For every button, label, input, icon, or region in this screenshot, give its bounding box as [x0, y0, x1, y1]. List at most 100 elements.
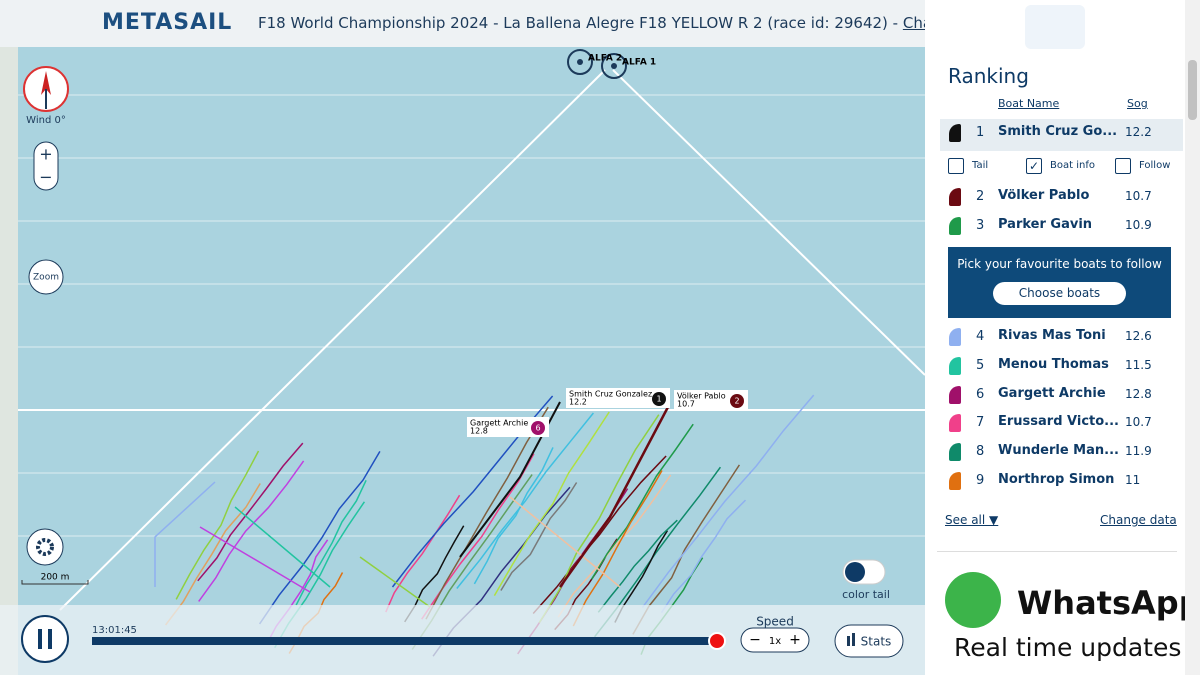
- race-name: F18 World Championship 2024 - La Ballena…: [258, 14, 899, 32]
- checkbox-label: Follow: [1139, 160, 1171, 171]
- pause-button[interactable]: [21, 615, 69, 663]
- boat-label-speed: 12.2: [569, 398, 587, 407]
- boat-track: [538, 414, 660, 623]
- zoom-button[interactable]: [28, 259, 64, 295]
- boat-track: [197, 442, 304, 582]
- scale-label: 200 m: [41, 573, 70, 583]
- boat-sog: 12.6: [1125, 329, 1152, 343]
- boat-icon: [949, 472, 961, 490]
- divider: [937, 551, 1177, 552]
- mark-dot: [611, 63, 617, 69]
- brand: METASAIL: [102, 10, 233, 35]
- boat-icon: [949, 328, 961, 346]
- speed-plus[interactable]: +: [789, 632, 801, 648]
- race-title: F18 World Championship 2024 - La Ballena…: [258, 14, 998, 32]
- scrollbar[interactable]: [1185, 0, 1200, 675]
- boat-track: [509, 496, 621, 588]
- wind-arrow: [41, 71, 51, 95]
- boat-track: [154, 481, 216, 587]
- timeline[interactable]: [92, 637, 718, 645]
- boat-track: [590, 423, 694, 580]
- boat-icon: [949, 443, 961, 461]
- rank-number: 8: [976, 444, 985, 459]
- settings-button[interactable]: [26, 528, 64, 566]
- zoom-in[interactable]: +: [39, 145, 52, 164]
- stats-icon: [852, 633, 855, 646]
- color-tail-label: color tail: [842, 588, 890, 601]
- choose-boats-button[interactable]: Choose boats: [993, 282, 1126, 305]
- see-all-link[interactable]: See all ▼: [945, 513, 999, 527]
- boat-name[interactable]: Wunderle Man...: [998, 443, 1119, 458]
- boat-track: [500, 482, 578, 591]
- boat-sog: 10.7: [1125, 415, 1152, 429]
- speed-value: 1x: [769, 636, 781, 647]
- rank-number: 4: [976, 329, 985, 344]
- boat-name[interactable]: Parker Gavin: [998, 217, 1093, 232]
- checkbox-label: Boat info: [1050, 160, 1095, 171]
- boat-icon: [949, 188, 961, 206]
- sidebar: Ranking Boat Name Sog Pick your favourit…: [925, 0, 1200, 675]
- timeline-handle[interactable]: [708, 632, 726, 650]
- whatsapp-icon: [945, 572, 1001, 628]
- boat-track: [425, 406, 549, 620]
- course-line: [612, 69, 925, 376]
- rank-number: 6: [976, 387, 985, 402]
- mark-icon: [601, 53, 627, 79]
- boat-rank: 1: [656, 395, 661, 404]
- mark-dot: [577, 59, 583, 65]
- rank-number: 5: [976, 358, 985, 373]
- mark-label: ALFA 1: [622, 58, 656, 68]
- boat-label-name: Gargett Archie: [470, 419, 528, 428]
- checkbox[interactable]: [1115, 158, 1131, 174]
- boat-track: [175, 450, 260, 600]
- boat-icon: [949, 124, 961, 142]
- boat-label-name: Völker Pablo: [677, 392, 726, 401]
- follow-text: Pick your favourite boats to follow: [957, 257, 1162, 271]
- boat-label-box: [566, 388, 670, 408]
- zoom-out[interactable]: −: [39, 168, 52, 187]
- rank-number: 3: [976, 218, 985, 233]
- sponsor-logo: [1025, 5, 1085, 49]
- boat-track: [493, 411, 610, 596]
- boat-sog: 10.9: [1125, 218, 1152, 232]
- boat-name[interactable]: Menou Thomas: [998, 357, 1109, 372]
- pause-icon: [38, 629, 42, 649]
- column-header[interactable]: Boat Name: [998, 97, 1060, 110]
- rank-number: 7: [976, 415, 985, 430]
- boat-name[interactable]: Smith Cruz Go...: [998, 124, 1118, 139]
- speed-label: Speed: [756, 615, 794, 629]
- stats-label: Stats: [861, 635, 892, 649]
- checkbox-label: Tail: [972, 160, 989, 171]
- boat-rank: 6: [535, 424, 540, 433]
- water: [0, 47, 925, 675]
- boat-sog: 12.8: [1125, 387, 1152, 401]
- boat-name[interactable]: Northrop Simon: [998, 472, 1115, 487]
- zoom-label: Zoom: [33, 273, 59, 283]
- land: [0, 47, 18, 675]
- course-line: [59, 69, 606, 611]
- time-label: 13:01:45: [92, 625, 137, 636]
- boat-sog: 11.9: [1125, 444, 1152, 458]
- boat-name[interactable]: Rivas Mas Toni: [998, 328, 1106, 343]
- boat-name[interactable]: Erussard Victo...: [998, 414, 1119, 429]
- boat-name[interactable]: Gargett Archie: [998, 386, 1106, 401]
- boat-label-speed: 12.8: [470, 427, 488, 436]
- boat-name[interactable]: Völker Pablo: [998, 188, 1090, 203]
- scroll-thumb[interactable]: [1188, 60, 1197, 120]
- boat-track: [295, 479, 367, 606]
- checkbox[interactable]: ✓: [1026, 158, 1042, 174]
- ad-text: Real time updates: [954, 633, 1182, 662]
- speed-minus[interactable]: −: [749, 632, 761, 648]
- boat-label-box: [674, 390, 748, 410]
- boat-rank: 2: [734, 397, 739, 406]
- boat-track: [198, 460, 305, 602]
- change-data-link[interactable]: Change data: [1100, 513, 1177, 527]
- boat-sog: 10.7: [1125, 189, 1152, 203]
- checkbox[interactable]: [948, 158, 964, 174]
- boat-track: [456, 412, 594, 589]
- column-header[interactable]: Sog: [1127, 97, 1148, 110]
- speed-control: [740, 627, 810, 653]
